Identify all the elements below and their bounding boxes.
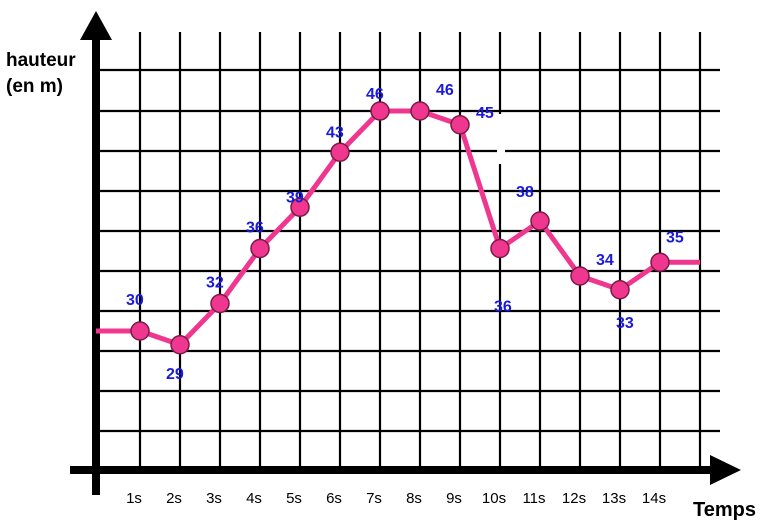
data-point-9 — [450, 115, 470, 135]
data-point-12 — [570, 266, 590, 286]
data-point-10 — [490, 238, 510, 259]
data-label-6: 43 — [326, 124, 344, 141]
series-path — [96, 108, 700, 348]
x-tick-9: 9s — [446, 490, 462, 507]
series-line — [96, 108, 700, 348]
data-label-12: 34 — [596, 252, 614, 269]
x-tick-14: 14s — [642, 490, 666, 507]
data-label-7: 46 — [366, 86, 384, 103]
x-tick-6: 6s — [326, 490, 342, 507]
x-tick-3: 3s — [206, 490, 222, 507]
data-point-13 — [610, 280, 630, 300]
data-label-2: 29 — [166, 366, 184, 383]
data-point-11 — [530, 211, 550, 231]
data-label-5: 39 — [286, 189, 304, 206]
horizontal-gridlines — [96, 68, 720, 433]
x-tick-8: 8s — [406, 490, 422, 507]
data-point-8 — [410, 101, 430, 121]
y-axis-label-line1: hauteur — [6, 50, 76, 71]
data-point-1 — [130, 321, 150, 341]
data-label-14: 35 — [666, 229, 684, 246]
y-axis-arrow — [80, 11, 112, 40]
data-point-7 — [370, 101, 390, 121]
grid-gap — [497, 114, 505, 164]
data-point-2 — [170, 335, 190, 355]
data-point-3 — [210, 293, 230, 314]
data-point-4 — [250, 238, 270, 259]
vertical-gridlines — [138, 32, 702, 470]
data-label-4: 36 — [246, 220, 264, 237]
data-label-8: 46 — [436, 82, 454, 99]
data-point-14 — [650, 252, 670, 272]
data-label-13: 33 — [616, 315, 634, 332]
data-label-1: 30 — [126, 292, 144, 309]
data-label-9: 45 — [476, 105, 494, 122]
data-point-5 — [290, 197, 310, 217]
x-tick-4: 4s — [246, 490, 262, 507]
x-tick-7: 7s — [366, 490, 382, 507]
data-markers — [130, 101, 670, 355]
x-tick-13: 13s — [602, 490, 626, 507]
x-axis-label: Temps — [693, 499, 756, 521]
data-labels: 30 29 32 36 39 43 46 46 45 36 38 34 33 35 — [126, 82, 684, 383]
x-tick-1: 1s — [126, 490, 142, 507]
x-tick-10: 10s — [482, 490, 506, 507]
x-axis-arrow — [710, 455, 741, 485]
y-axis-label-line2: (en m) — [6, 76, 63, 97]
x-tick-11: 11s — [522, 490, 545, 507]
x-tick-12: 12s — [562, 490, 586, 507]
x-tick-5: 5s — [286, 490, 302, 507]
data-label-11: 38 — [516, 184, 534, 201]
data-label-10: 36 — [494, 299, 512, 316]
data-point-6 — [330, 142, 350, 162]
x-tick-labels: 1s 2s 3s 4s 5s 6s 7s 8s 9s 10s 11s 12s 13s 14s — [126, 490, 666, 507]
x-tick-2: 2s — [166, 490, 182, 507]
data-label-3: 32 — [206, 275, 224, 292]
